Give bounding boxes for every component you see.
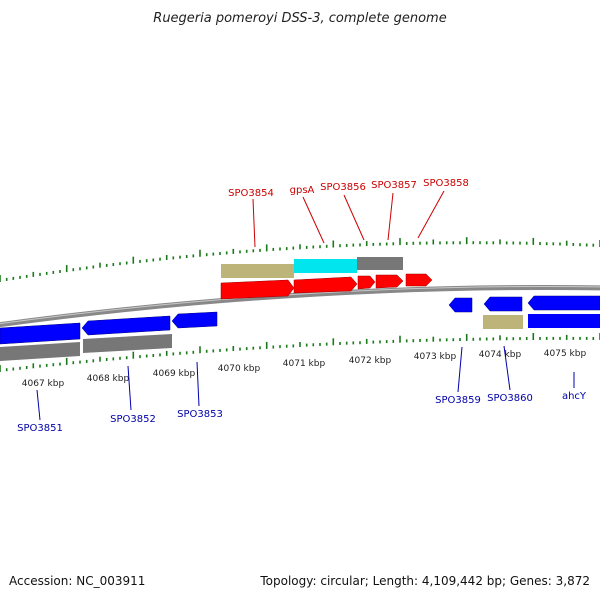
gene-arrow-spo3858[interactable]: [405, 273, 433, 287]
feature-block-grey-left: [0, 342, 80, 361]
gene-label-spo3852[interactable]: SPO3852: [110, 414, 156, 425]
genome-backbone: [0, 284, 600, 328]
scale-label: 4067 kbp: [22, 379, 65, 389]
feature-block-blue-right: [528, 314, 600, 328]
feature-block-grey-mid: [83, 334, 172, 353]
feature-block-tan-right: [483, 315, 523, 329]
scale-label: 4075 kbp: [544, 349, 587, 359]
forward-gene-labels: SPO3854 gpsA SPO3856 SPO3857 SPO3858: [228, 178, 469, 248]
gene-arrow-spo3853[interactable]: [171, 311, 218, 329]
gene-label-spo3859[interactable]: SPO3859: [435, 395, 481, 406]
gene-label-spo3854[interactable]: SPO3854: [228, 188, 274, 199]
leader-line: [417, 190, 445, 239]
gene-label-spo3860[interactable]: SPO3860: [487, 393, 533, 404]
gene-label-spo3858[interactable]: SPO3858: [423, 178, 469, 189]
accession-text: Accession: NC_003911: [9, 574, 145, 588]
leader-line: [252, 198, 256, 248]
forward-feature-track: [221, 257, 403, 278]
reverse-gene-labels: SPO3851 SPO3852 SPO3853 SPO3859 SPO3860 …: [17, 345, 587, 434]
leader-line: [302, 196, 325, 244]
scale-label: 4072 kbp: [349, 356, 392, 366]
gene-label-spo3853[interactable]: SPO3853: [177, 409, 223, 420]
upper-tick-ring: [0, 237, 600, 282]
gene-arrow-spo3859[interactable]: [448, 297, 473, 313]
genome-backbone-highlight: [0, 285, 600, 325]
reverse-gene-track: [0, 295, 600, 345]
leader-line: [196, 361, 200, 407]
feature-block-cyan: [294, 259, 357, 273]
gene-arrow-ahcy[interactable]: [527, 295, 600, 311]
gene-arrow-spo3851[interactable]: [0, 322, 81, 345]
leader-line: [36, 389, 41, 421]
scale-label: 4074 kbp: [479, 350, 522, 360]
feature-block-grey: [357, 257, 403, 270]
leader-line: [343, 194, 365, 241]
forward-gene-track: [220, 273, 433, 300]
leader-line: [387, 192, 394, 241]
scale-labels: 4067 kbp 4068 kbp 4069 kbp 4070 kbp 4071…: [22, 349, 587, 389]
gene-label-spo3856[interactable]: SPO3856: [320, 182, 366, 193]
scale-label: 4070 kbp: [218, 364, 261, 374]
gene-arrow-spo3852[interactable]: [81, 315, 171, 336]
gene-label-ahcy[interactable]: ahcY: [562, 391, 587, 402]
scale-label: 4073 kbp: [414, 352, 457, 362]
gene-label-gpsa[interactable]: gpsA: [290, 185, 315, 196]
leader-line: [127, 365, 132, 411]
genome-summary-text: Topology: circular; Length: 4,109,442 bp…: [259, 574, 590, 588]
gene-label-spo3851[interactable]: SPO3851: [17, 423, 63, 434]
scale-label: 4068 kbp: [87, 374, 130, 384]
gene-arrow-spo3856[interactable]: [357, 275, 376, 290]
scale-label: 4069 kbp: [153, 369, 196, 379]
gene-arrow-spo3860[interactable]: [483, 296, 523, 312]
leader-line: [457, 346, 463, 393]
scale-label: 4071 kbp: [283, 359, 326, 369]
leader-line: [503, 345, 511, 391]
reverse-feature-track: [0, 314, 600, 361]
feature-block-tan: [221, 264, 294, 278]
gene-arrow-spo3854[interactable]: [220, 279, 295, 300]
gene-label-spo3857[interactable]: SPO3857: [371, 180, 417, 191]
genome-title: Ruegeria pomeroyi DSS-3, complete genome: [153, 11, 446, 26]
gene-arrow-gpsa[interactable]: [293, 276, 358, 294]
lower-tick-ring: [0, 333, 600, 372]
gene-arrow-spo3857[interactable]: [375, 274, 404, 289]
